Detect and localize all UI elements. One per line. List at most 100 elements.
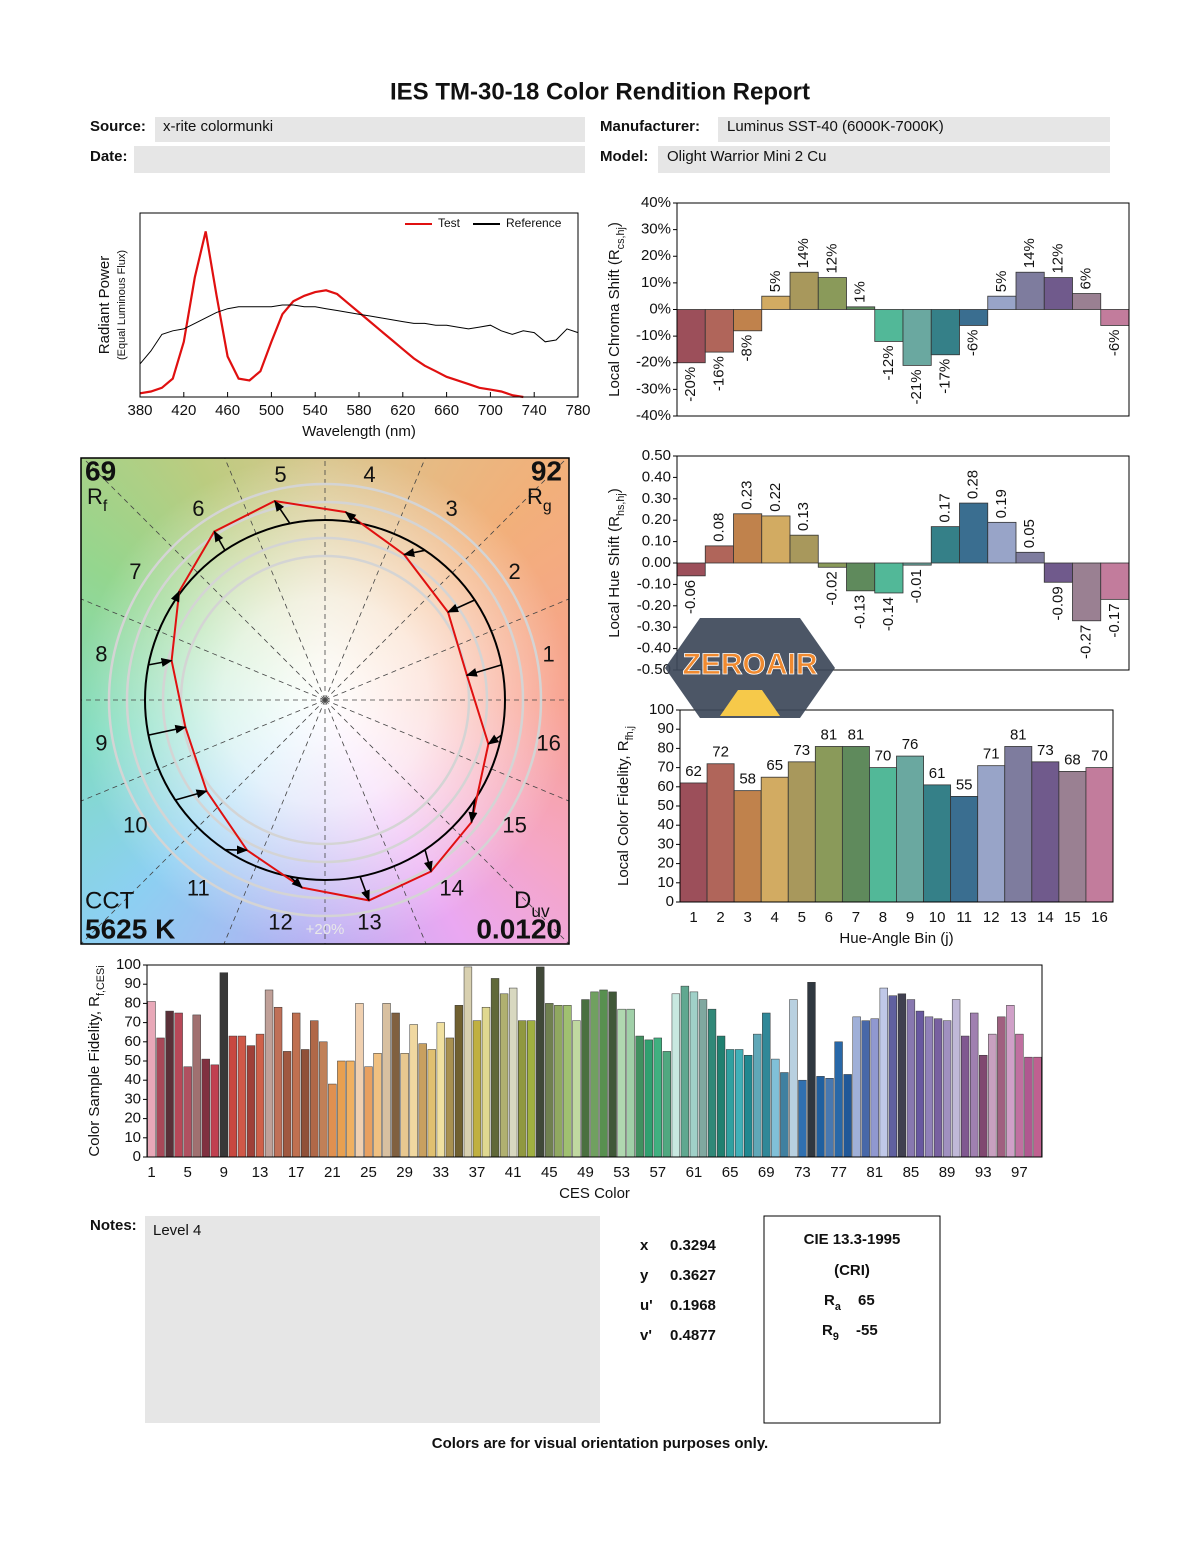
bar (472, 1020, 482, 1158)
field-label: Source: (90, 118, 146, 135)
bar (825, 1078, 834, 1158)
bar (454, 1005, 464, 1158)
y-axis-label-sub: fh,j (624, 726, 636, 740)
x-tick-label: 2 (716, 909, 724, 926)
value-label: 12% (823, 244, 840, 274)
bin-label: 9 (95, 730, 107, 755)
y-tick-label: 70 (657, 759, 674, 776)
bin-label: 14 (439, 875, 463, 900)
bar (874, 309, 904, 342)
bar (1024, 1056, 1033, 1158)
legend-label: Reference (506, 216, 562, 230)
value-label: 58 (739, 771, 756, 788)
bar (789, 534, 819, 564)
bar (706, 763, 735, 903)
y-tick-label: -10% (636, 327, 671, 344)
x-tick-label: 460 (215, 402, 240, 419)
ra-label: Ra (824, 1292, 842, 1313)
field-box (134, 146, 585, 173)
r9-label: R9 (822, 1322, 839, 1343)
ra-sub: a (835, 1301, 842, 1313)
value-label: 1% (852, 281, 869, 303)
y-tick-label: 20 (657, 855, 674, 872)
bar (897, 993, 907, 1158)
value-label: 61 (929, 765, 946, 782)
y-tick-label: 40 (124, 1071, 141, 1088)
field-value: x-rite colormunki (163, 118, 273, 135)
bar (1072, 562, 1102, 622)
bar (879, 987, 888, 1158)
y-tick-label: 30 (124, 1090, 141, 1107)
bar (1058, 771, 1087, 903)
bar (846, 306, 876, 310)
value-label: 14% (1021, 238, 1038, 268)
report-title: IES TM-30-18 Color Rendition Report (390, 78, 810, 105)
y-tick-label: 40 (657, 816, 674, 833)
bar (987, 295, 1017, 310)
y-axis-label: Color Sample Fidelity, Rf,CESi (86, 965, 107, 1156)
y-tick-label: -0.30 (637, 618, 671, 635)
bin-label: 13 (357, 909, 381, 934)
bar (988, 1033, 997, 1158)
value-label: 6% (1078, 268, 1095, 290)
y-tick-label: -0.10 (637, 575, 671, 592)
x-tick-label: 97 (1011, 1164, 1028, 1181)
bar (237, 1035, 247, 1158)
bar (923, 784, 952, 903)
bar (554, 1005, 563, 1158)
value-label: 14% (795, 238, 812, 268)
value-label: 12% (1049, 244, 1066, 274)
y-tick-label: 10 (657, 874, 674, 891)
bar (246, 1045, 256, 1158)
bar (590, 991, 599, 1158)
x-tick-label: 660 (434, 402, 459, 419)
x-tick-label: 7 (852, 909, 860, 926)
x-tick-label: 49 (577, 1164, 594, 1181)
bin-label: 1 (542, 641, 554, 666)
duv-label-sub: uv (531, 901, 550, 921)
plot-frame (139, 212, 579, 398)
bar (328, 1083, 337, 1158)
x-tick-label: 81 (866, 1164, 883, 1181)
bar (753, 1033, 762, 1158)
bar (427, 1049, 436, 1158)
bar (798, 1079, 807, 1158)
bar (626, 1008, 635, 1158)
bar (346, 1060, 355, 1158)
bin-label: 16 (536, 730, 560, 755)
value-label: 0.13 (795, 502, 812, 531)
coord-label: v' (640, 1327, 652, 1344)
bar (874, 562, 904, 594)
y-tick-label: 0.20 (642, 511, 671, 528)
bin-boundary (324, 699, 569, 802)
value-label: -0.14 (880, 597, 897, 631)
bar (255, 1033, 265, 1158)
y-tick-label: 0.50 (642, 447, 671, 464)
x-tick-label: 740 (522, 402, 547, 419)
x-tick-label: 85 (903, 1164, 920, 1181)
field-box (658, 146, 1110, 173)
vector-frame (80, 457, 570, 945)
watermark-road (720, 690, 780, 716)
y-axis-label-part: Local Color Fidelity, R (615, 740, 632, 886)
value-label: 76 (902, 736, 919, 753)
bar (264, 989, 274, 1158)
bar (789, 271, 819, 310)
bar (761, 515, 791, 564)
bar (841, 746, 870, 903)
scale-label: +20% (306, 921, 345, 938)
bar (733, 309, 763, 332)
shift-arrow (468, 799, 478, 824)
shift-arrow (403, 548, 426, 557)
bar (608, 991, 617, 1158)
x-tick-label: 53 (613, 1164, 630, 1181)
scale-circle (179, 554, 471, 846)
x-tick-label: 540 (303, 402, 328, 419)
bar (977, 765, 1006, 903)
cri-subtitle: (CRI) (834, 1262, 870, 1279)
bar (888, 995, 898, 1158)
bin-boundary (81, 699, 326, 802)
bar (734, 1049, 744, 1158)
value-label: 0.08 (710, 513, 727, 542)
